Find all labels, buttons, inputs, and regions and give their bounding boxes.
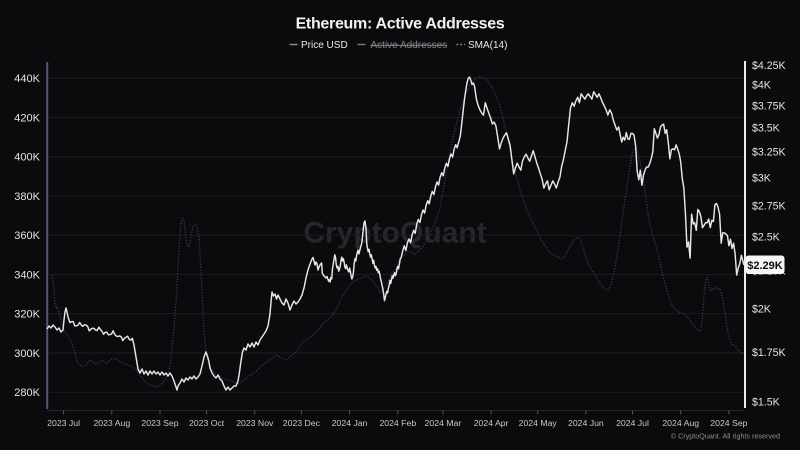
- svg-text:2023 Aug: 2023 Aug: [93, 418, 130, 428]
- svg-text:2023 Jul: 2023 Jul: [47, 418, 80, 428]
- svg-text:$3.5K: $3.5K: [752, 123, 780, 135]
- svg-text:2024 Jan: 2024 Jan: [332, 418, 368, 428]
- svg-text:380K: 380K: [14, 191, 40, 203]
- svg-text:2024 Jul: 2024 Jul: [616, 418, 649, 428]
- svg-text:$1.75K: $1.75K: [752, 347, 786, 359]
- svg-text:2024 Sep: 2024 Sep: [710, 418, 747, 428]
- svg-text:420K: 420K: [14, 112, 40, 124]
- svg-text:2023 Nov: 2023 Nov: [236, 418, 274, 428]
- svg-text:$1.5K: $1.5K: [752, 397, 780, 409]
- svg-text:2023 Sep: 2023 Sep: [141, 418, 178, 428]
- svg-text:$4K: $4K: [752, 79, 771, 91]
- svg-text:SMA(14): SMA(14): [468, 40, 507, 51]
- svg-text:2024 Aug: 2024 Aug: [662, 418, 699, 428]
- svg-text:440K: 440K: [14, 73, 40, 85]
- svg-text:2023 Oct: 2023 Oct: [189, 418, 225, 428]
- svg-text:400K: 400K: [14, 152, 40, 164]
- svg-text:$2.75K: $2.75K: [752, 201, 786, 213]
- svg-text:360K: 360K: [14, 230, 40, 242]
- svg-text:$3K: $3K: [752, 173, 771, 185]
- svg-text:2024 May: 2024 May: [519, 418, 558, 428]
- svg-text:Ethereum: Active Addresses: Ethereum: Active Addresses: [296, 16, 505, 33]
- svg-text:2024 Jun: 2024 Jun: [568, 418, 604, 428]
- svg-text:2024 Apr: 2024 Apr: [474, 418, 509, 428]
- svg-text:2024 Feb: 2024 Feb: [379, 418, 416, 428]
- svg-text:320K: 320K: [14, 309, 40, 321]
- svg-text:$3.25K: $3.25K: [752, 147, 786, 159]
- svg-text:© CryptoQuant. All rights rese: © CryptoQuant. All rights reserved: [671, 431, 780, 440]
- svg-text:$3.75K: $3.75K: [752, 100, 786, 112]
- svg-text:$4.25K: $4.25K: [752, 60, 786, 72]
- svg-text:$2K: $2K: [752, 304, 771, 316]
- svg-text:Active Addresses: Active Addresses: [371, 40, 448, 51]
- svg-text:$2.29K: $2.29K: [747, 260, 783, 272]
- svg-text:2024 Mar: 2024 Mar: [425, 418, 462, 428]
- svg-text:280K: 280K: [14, 387, 40, 399]
- svg-text:Price USD: Price USD: [301, 40, 348, 51]
- svg-text:340K: 340K: [14, 269, 40, 281]
- svg-text:300K: 300K: [14, 348, 40, 360]
- svg-text:$2.5K: $2.5K: [752, 232, 780, 244]
- svg-text:CryptoQuant: CryptoQuant: [303, 217, 486, 250]
- svg-text:2023 Dec: 2023 Dec: [283, 418, 321, 428]
